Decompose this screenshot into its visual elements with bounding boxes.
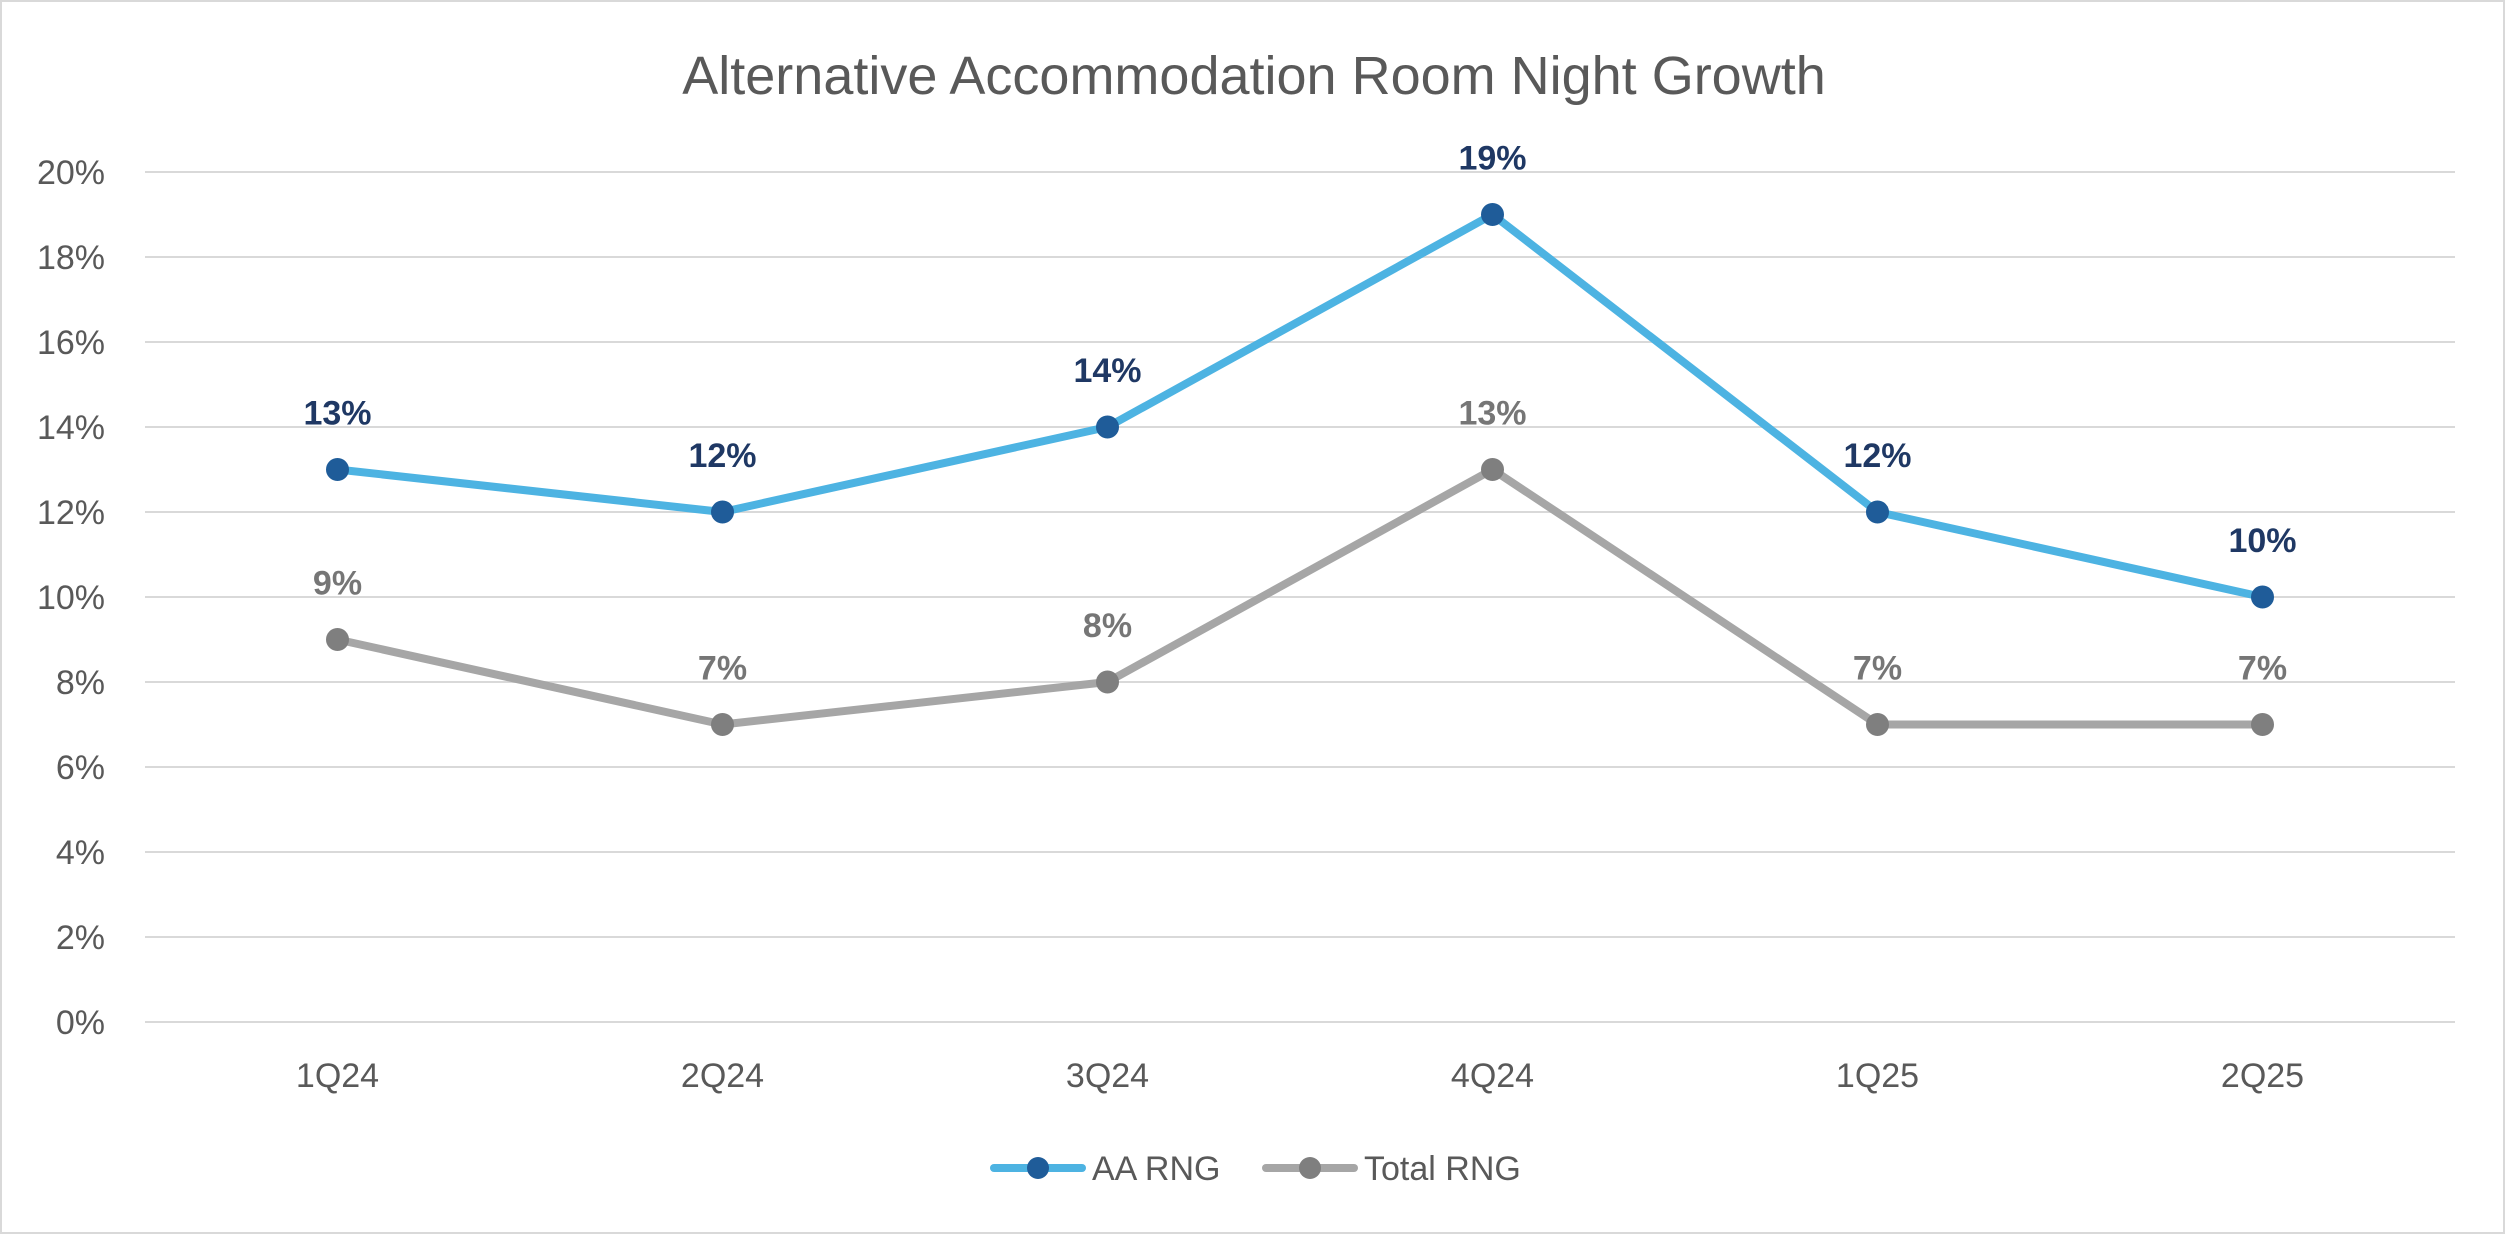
y-tick-label: 6% xyxy=(56,749,105,787)
data-label: 10% xyxy=(2228,522,2296,560)
data-label: 9% xyxy=(313,565,362,603)
x-tick-label: 1Q24 xyxy=(296,1057,379,1095)
data-point xyxy=(1866,713,1889,736)
data-point xyxy=(326,458,349,481)
data-point xyxy=(2251,713,2274,736)
series-group: 9% 7% 8% 13% 7% 7% 13% 12% 14% 19% 12% 10% xyxy=(303,140,2297,736)
x-tick-label: 3Q24 xyxy=(1066,1057,1149,1095)
data-point xyxy=(1481,458,1504,481)
gridlines xyxy=(145,171,2455,1023)
y-tick-label: 16% xyxy=(37,324,105,362)
legend-marker xyxy=(1027,1157,1049,1179)
legend-label: Total RNG xyxy=(1364,1150,1521,1188)
data-label: 8% xyxy=(1083,607,1132,645)
data-point xyxy=(326,628,349,651)
data-label: 14% xyxy=(1073,352,1141,390)
chart-title: Alternative Accommodation Room Night Gro… xyxy=(682,46,1826,106)
y-axis: 0% 2% 4% 6% 8% 10% 12% 14% 16% 18% 20% xyxy=(37,154,105,1042)
y-tick-label: 12% xyxy=(37,494,105,532)
x-tick-label: 2Q25 xyxy=(2221,1057,2304,1095)
legend-item-total-rng: Total RNG xyxy=(1262,1150,1521,1188)
x-tick-label: 2Q24 xyxy=(681,1057,764,1095)
legend-item-aa-rng: AA RNG xyxy=(990,1150,1220,1188)
y-tick-label: 4% xyxy=(56,834,105,872)
series-line xyxy=(333,465,2267,729)
data-point xyxy=(1481,203,1504,226)
x-axis: 1Q24 2Q24 3Q24 4Q24 1Q25 2Q25 xyxy=(296,1057,2304,1095)
data-label: 12% xyxy=(688,437,756,475)
data-label: 7% xyxy=(2238,650,2287,688)
data-label: 13% xyxy=(303,395,371,433)
y-tick-label: 8% xyxy=(56,664,105,702)
y-tick-label: 20% xyxy=(37,154,105,192)
data-label: 7% xyxy=(1853,650,1902,688)
x-tick-label: 4Q24 xyxy=(1451,1057,1534,1095)
data-point xyxy=(711,713,734,736)
data-label: 19% xyxy=(1458,140,1526,178)
series-line xyxy=(333,210,2267,601)
legend: AA RNG Total RNG xyxy=(990,1150,1521,1188)
data-point xyxy=(2251,585,2274,609)
data-label: 13% xyxy=(1458,395,1526,433)
series-total-rng: 9% 7% 8% 13% 7% 7% xyxy=(313,395,2287,736)
data-point xyxy=(711,500,734,524)
data-point xyxy=(1096,670,1119,694)
y-tick-label: 14% xyxy=(37,409,105,447)
data-label: 12% xyxy=(1843,437,1911,475)
data-label: 7% xyxy=(698,650,747,688)
y-tick-label: 2% xyxy=(56,919,105,957)
y-tick-label: 0% xyxy=(56,1004,105,1042)
data-point xyxy=(1866,500,1889,524)
y-tick-label: 10% xyxy=(37,579,105,617)
data-point xyxy=(1096,415,1119,439)
legend-label: AA RNG xyxy=(1092,1150,1220,1188)
legend-marker xyxy=(1299,1157,1321,1179)
x-tick-label: 1Q25 xyxy=(1836,1057,1919,1095)
y-tick-label: 18% xyxy=(37,239,105,277)
series-aa-rng: 13% 12% 14% 19% 12% 10% xyxy=(303,140,2297,609)
